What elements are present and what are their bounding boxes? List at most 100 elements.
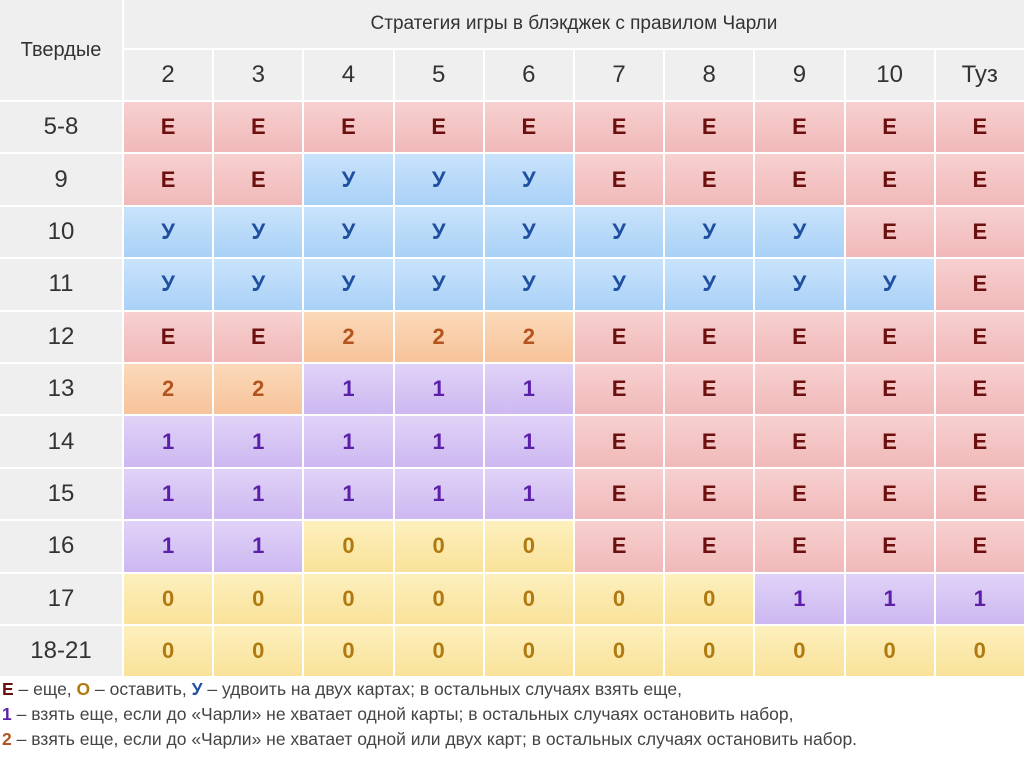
table-cell: Е	[935, 416, 1024, 467]
table-cell: 0	[394, 625, 483, 677]
table-cell: 1	[394, 468, 483, 520]
table-cell: 0	[394, 521, 483, 572]
table-cell: 0	[214, 573, 303, 624]
table-cell: Е	[574, 363, 664, 415]
table-cell: Е	[665, 363, 754, 415]
legend-key: О	[76, 679, 91, 699]
table-cell: Е	[665, 102, 754, 153]
table-cell: 0	[484, 521, 573, 572]
table-cell: 2	[124, 363, 213, 415]
legend-text: – еще,	[13, 679, 77, 699]
table-cell: 1	[394, 363, 483, 415]
legend-key: Е	[2, 679, 14, 699]
table-cell: Е	[214, 154, 303, 205]
table-cell: У	[484, 206, 573, 258]
table-cell: 1	[394, 416, 483, 467]
table-cell: Е	[665, 311, 754, 362]
table-cell: 1	[214, 468, 303, 520]
table-cell: 2	[484, 311, 573, 362]
column-header: Туз	[935, 50, 1024, 100]
table-cell: 1	[484, 363, 573, 415]
table-cell: 0	[214, 625, 303, 677]
table-cell: Е	[845, 154, 934, 205]
legend-key: У	[191, 679, 203, 699]
row-header: 13	[0, 363, 122, 415]
table-cell: 1	[755, 573, 844, 624]
table-cell: Е	[845, 206, 934, 258]
table-cell: Е	[755, 154, 844, 205]
table-cell: Е	[574, 102, 664, 153]
row-header: 11	[0, 259, 122, 310]
table-cell: 1	[214, 416, 303, 467]
table-cell: У	[124, 206, 213, 258]
row-header: 16	[0, 521, 122, 572]
table-cell: У	[665, 206, 754, 258]
table-cell: 0	[574, 573, 664, 624]
column-header: 8	[665, 50, 754, 100]
table-cell: Е	[574, 468, 664, 520]
table-cell: Е	[845, 311, 934, 362]
table-cell: 0	[665, 573, 754, 624]
table-cell: 1	[124, 521, 213, 572]
table-cell: Е	[845, 521, 934, 572]
table-cell: Е	[574, 154, 664, 205]
table-cell: Е	[755, 311, 844, 362]
legend-key: 2	[2, 729, 12, 749]
legend-line: Е – еще, О – оставить, У – удвоить на дв…	[2, 677, 857, 702]
table-cell: Е	[935, 311, 1024, 362]
legend-key: 1	[2, 704, 12, 724]
legend-line: 2 – взять еще, если до «Чарли» не хватае…	[2, 727, 857, 752]
table-cell: 1	[484, 468, 573, 520]
table-cell: У	[304, 259, 393, 310]
table-cell: Е	[665, 416, 754, 467]
table-cell: Е	[755, 102, 844, 153]
column-header: 9	[755, 50, 844, 100]
table-cell: 0	[484, 573, 573, 624]
table-cell: Е	[484, 102, 573, 153]
table-cell: 1	[845, 573, 934, 624]
table-cell: 1	[304, 468, 393, 520]
table-cell: У	[574, 259, 664, 310]
strategy-table: Твердые Стратегия игры в блэкджек с прав…	[0, 0, 1024, 677]
table-cell: У	[214, 259, 303, 310]
legend-text: – взять еще, если до «Чарли» не хватает …	[11, 704, 794, 724]
table-cell: 1	[484, 416, 573, 467]
row-header: 5-8	[0, 102, 122, 153]
table-cell: Е	[665, 468, 754, 520]
table-cell: Е	[935, 259, 1024, 310]
table-cell: Е	[665, 521, 754, 572]
table-cell: Е	[935, 363, 1024, 415]
table-cell: Е	[124, 102, 213, 153]
corner-header: Твердые	[0, 0, 122, 100]
table-cell: Е	[574, 416, 664, 467]
table-cell: Е	[845, 363, 934, 415]
table-cell: У	[484, 154, 573, 205]
table-cell: У	[845, 259, 934, 310]
table-cell: 1	[214, 521, 303, 572]
table-cell: 0	[845, 625, 934, 677]
table-cell: У	[665, 259, 754, 310]
table-cell: Е	[574, 521, 664, 572]
column-header: 2	[124, 50, 213, 100]
table-cell: Е	[304, 102, 393, 153]
column-header: 3	[214, 50, 303, 100]
table-cell: Е	[755, 363, 844, 415]
table-cell: У	[394, 206, 483, 258]
column-header: 7	[574, 50, 664, 100]
table-cell: 0	[304, 625, 393, 677]
table-cell: 1	[935, 573, 1024, 624]
table-cell: 0	[755, 625, 844, 677]
table-cell: Е	[755, 521, 844, 572]
table-cell: Е	[935, 102, 1024, 153]
table-cell: У	[394, 154, 483, 205]
table-cell: Е	[755, 416, 844, 467]
row-header: 9	[0, 154, 122, 205]
table-cell: Е	[935, 468, 1024, 520]
table-cell: У	[304, 206, 393, 258]
table-cell: У	[394, 259, 483, 310]
table-cell: Е	[574, 311, 664, 362]
column-header: 4	[304, 50, 393, 100]
row-header: 12	[0, 311, 122, 362]
table-cell: Е	[935, 521, 1024, 572]
table-cell: 1	[304, 363, 393, 415]
